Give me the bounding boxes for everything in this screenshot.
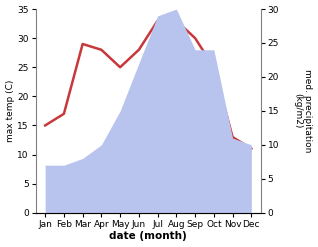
X-axis label: date (month): date (month) [109, 231, 187, 242]
Y-axis label: max temp (C): max temp (C) [5, 80, 15, 142]
Y-axis label: med. precipitation
(kg/m2): med. precipitation (kg/m2) [293, 69, 313, 153]
